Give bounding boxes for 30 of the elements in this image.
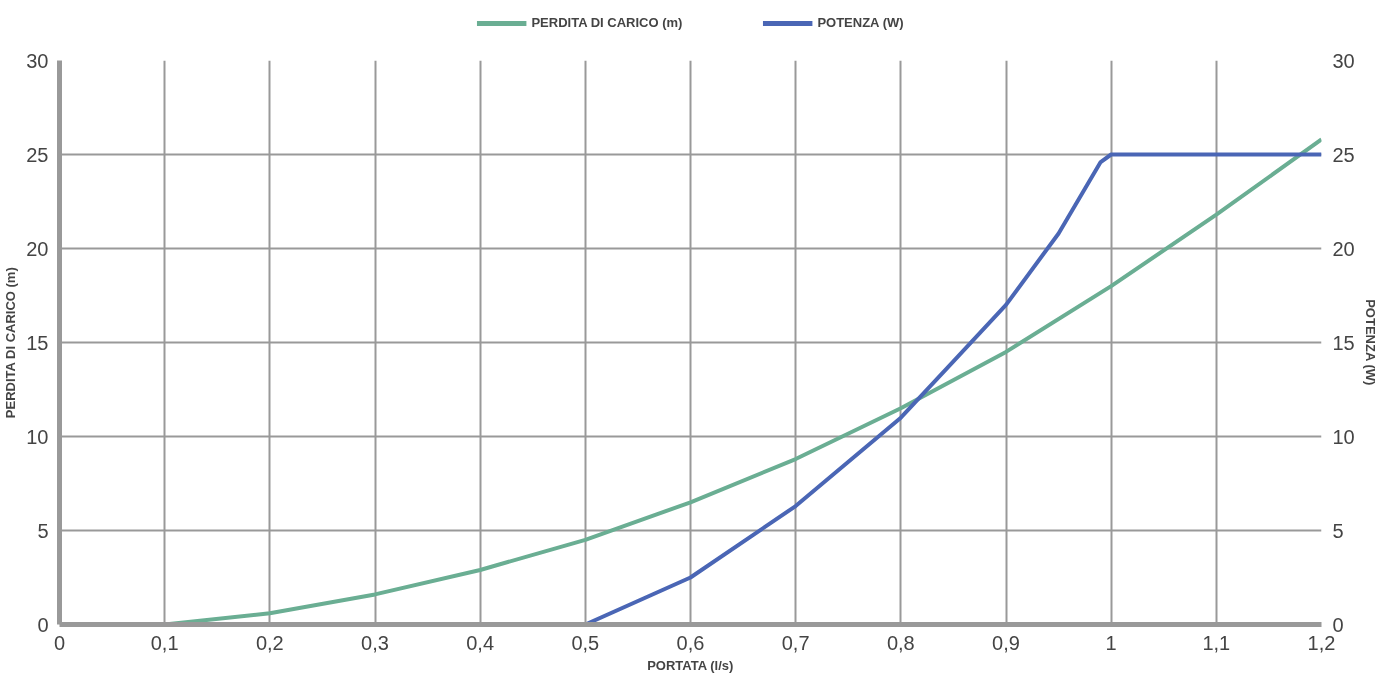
y2-tick-label: 25 [1332,143,1355,166]
y-tick-label: 30 [26,49,49,72]
y-tick-label: 0 [37,613,49,636]
y2-tick-label: 20 [1332,237,1355,260]
x-tick-label: 0,2 [255,631,284,654]
x-tick-label: 0,6 [676,631,705,654]
x-tick-label: 1,1 [1202,631,1231,654]
y-tick-label: 20 [26,237,49,260]
y-tick-label: 10 [26,425,49,448]
y-axis-title: PERDITA DI CARICO (m) [3,267,19,419]
x-tick-label: 0 [53,631,66,654]
y2-tick-label: 15 [1332,331,1355,354]
legend-label: POTENZA (W) [817,15,904,30]
x-tick-label: 0,5 [571,631,600,654]
y2-tick-label: 30 [1332,49,1355,72]
y2-tick-label: 10 [1332,425,1355,448]
x-tick-label: 0,4 [466,631,495,654]
x-axis-title: PORTATA (l/s) [647,657,734,673]
x-tick-label: 0,1 [150,631,179,654]
y-tick-label: 25 [26,143,49,166]
y-tick-label: 15 [26,331,49,354]
x-tick-label: 1 [1105,631,1117,654]
y-tick-label: 5 [37,519,49,542]
y2-tick-label: 5 [1332,519,1344,542]
x-tick-label: 0,9 [992,631,1020,654]
x-tick-label: 0,3 [361,631,389,654]
legend-label: PERDITA DI CARICO (m) [531,15,683,30]
x-tick-label: 0,8 [886,631,915,654]
x-tick-label: 0,7 [781,631,810,654]
y2-axis-title: POTENZA (W) [1362,299,1378,386]
